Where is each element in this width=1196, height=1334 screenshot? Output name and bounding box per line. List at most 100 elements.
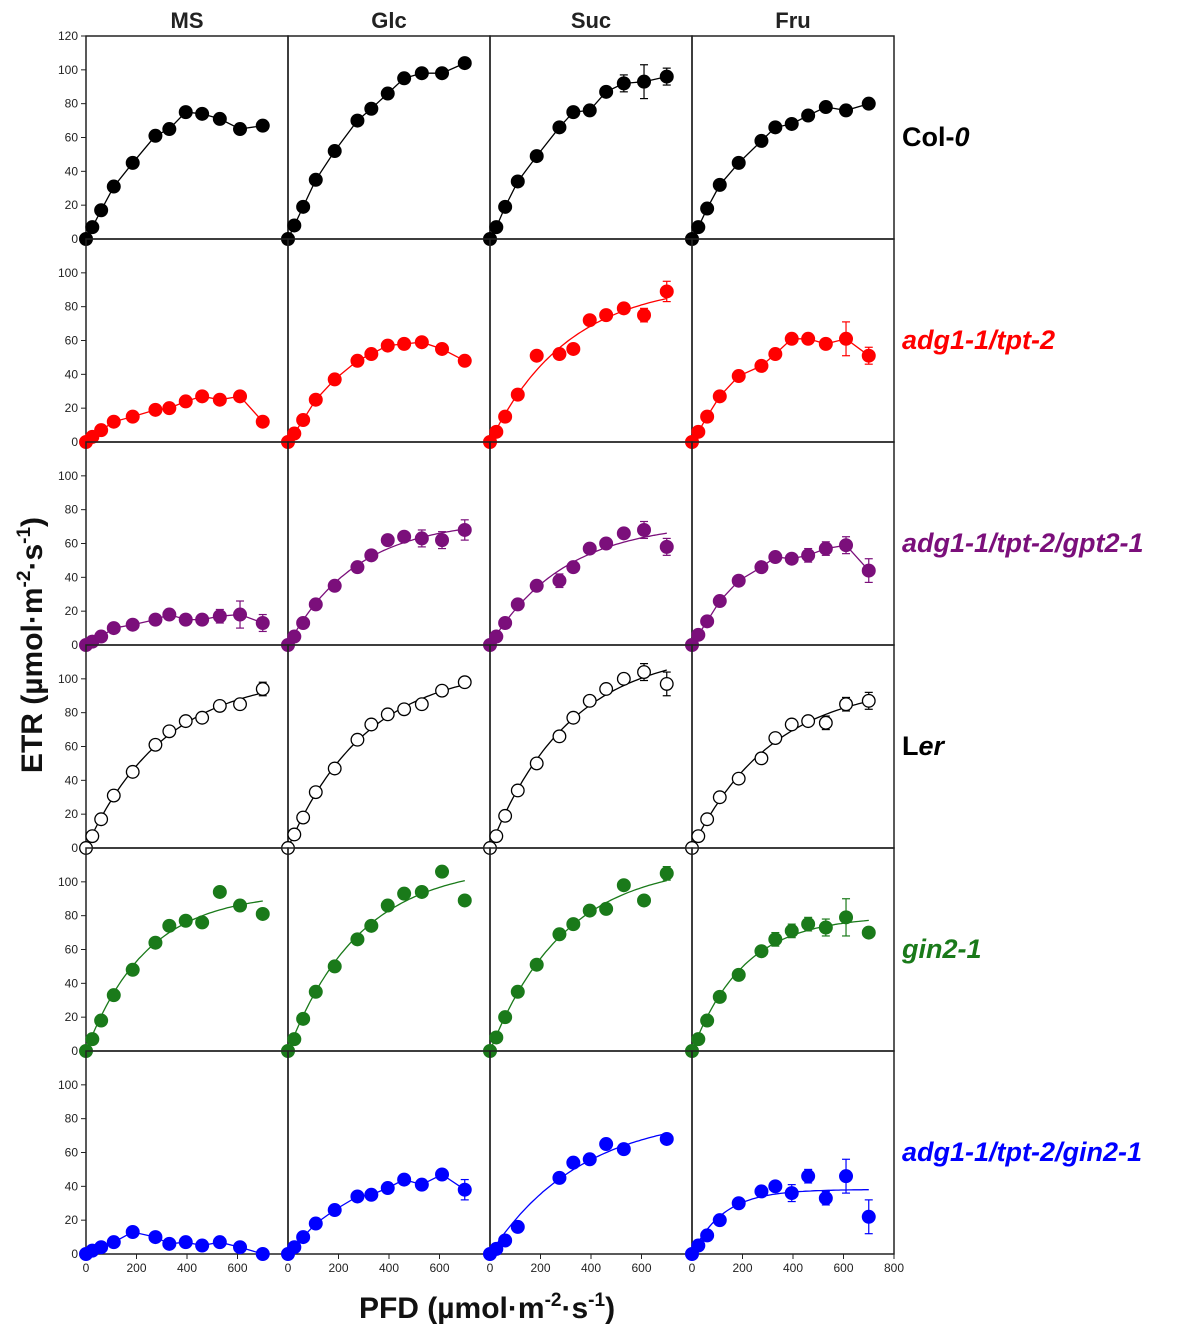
row-label-2: adg1-1/tpt-2/gpt2-1 (902, 528, 1144, 558)
y-tick-label: 100 (58, 672, 78, 686)
row-label-part: 0 (954, 122, 969, 152)
data-point (731, 369, 746, 384)
series-line (287, 528, 465, 646)
panel-frame (85, 238, 289, 443)
data-point (296, 413, 311, 428)
data-point (380, 1181, 395, 1196)
panel-r2-c2 (483, 441, 693, 652)
data-point (731, 573, 746, 588)
series-line (287, 879, 465, 1052)
panel-r5-c3: 0 200 400 600 800 (685, 1050, 904, 1275)
data-point (296, 810, 311, 825)
data-point (552, 729, 567, 744)
data-point (552, 120, 567, 135)
panel-r1-c2 (483, 238, 693, 449)
data-point (839, 538, 854, 553)
panel-frame (489, 238, 693, 443)
data-point (94, 423, 109, 438)
data-point (308, 392, 323, 407)
y-tick-label: 100 (58, 266, 78, 280)
data-point (397, 71, 412, 86)
y-tick-label: 20 (65, 604, 79, 618)
data-point (659, 676, 674, 691)
panel-r0-c0: 0 20 40 60 80 100 120 (58, 29, 289, 246)
data-point (296, 1011, 311, 1026)
data-point (616, 671, 631, 686)
row-label-0: Col-0 (902, 122, 970, 152)
data-point (839, 1169, 854, 1184)
data-point (364, 918, 379, 933)
data-point (659, 1131, 674, 1146)
data-point (582, 541, 597, 556)
y-tick-label: 80 (65, 1112, 79, 1126)
data-point (287, 827, 302, 842)
panel-r2-c0: 0 20 40 60 80 100 (58, 441, 289, 652)
panel-frame (691, 441, 895, 646)
data-point (659, 69, 674, 84)
data-point (162, 1236, 177, 1251)
row-label-part: adg1-1/tpt-2/gin2-1 (902, 1137, 1142, 1167)
data-point (397, 1172, 412, 1187)
data-point (148, 1230, 163, 1245)
data-point (489, 1241, 504, 1256)
data-point (801, 917, 816, 932)
data-point (637, 893, 652, 908)
data-point (178, 714, 193, 729)
data-point (691, 424, 706, 439)
data-point (616, 301, 631, 316)
y-tick-label: 0 (71, 841, 78, 855)
series-line (287, 62, 466, 240)
data-point (94, 629, 109, 644)
data-point (566, 105, 581, 120)
panel-r2-c1 (281, 441, 491, 652)
data-point (691, 1238, 706, 1253)
data-point (582, 103, 597, 118)
data-point (397, 529, 412, 544)
row-label-part: gin2-1 (901, 934, 982, 964)
data-point (529, 957, 544, 972)
data-point (529, 578, 544, 593)
data-point (566, 341, 581, 356)
panel-frame (489, 847, 693, 1052)
y-tick-label: 80 (65, 909, 79, 923)
data-point (380, 707, 395, 722)
data-point (818, 336, 833, 351)
data-point (768, 550, 783, 565)
data-point (818, 920, 833, 935)
row-label-part: adg1-1/tpt-2/gpt2-1 (902, 528, 1144, 558)
y-tick-label: 80 (65, 706, 79, 720)
data-point (414, 1177, 429, 1192)
data-point (691, 220, 706, 235)
data-point (691, 1032, 706, 1047)
row-label-part: adg1-1/tpt-2 (902, 325, 1055, 355)
data-point (255, 1247, 270, 1261)
y-tick-label: 0 (71, 232, 78, 246)
panel-r2-c3 (685, 441, 895, 652)
panel-frame (85, 1050, 289, 1255)
data-point (754, 1184, 769, 1199)
panel-r4-c3 (685, 847, 895, 1058)
data-point (498, 409, 513, 424)
data-point (178, 913, 193, 928)
data-point (801, 108, 816, 123)
panel-frame (85, 644, 289, 849)
y-tick-label: 60 (65, 537, 79, 551)
row-label-part: L (902, 731, 919, 761)
y-tick-label: 40 (65, 773, 79, 787)
data-point (498, 1233, 513, 1248)
panel-r1-c0: 0 20 40 60 80 100 (58, 238, 289, 449)
data-point (784, 551, 799, 566)
data-point (178, 105, 193, 120)
data-point (296, 1230, 311, 1245)
data-point (659, 866, 674, 881)
data-point (818, 715, 833, 730)
data-point (768, 932, 783, 947)
data-point (498, 616, 513, 631)
panel-frame (287, 847, 491, 1052)
data-point (582, 1152, 597, 1167)
data-point (148, 402, 163, 417)
y-tick-label: 80 (65, 97, 79, 111)
data-point (125, 617, 140, 632)
data-point (712, 594, 727, 609)
data-point (125, 962, 140, 977)
